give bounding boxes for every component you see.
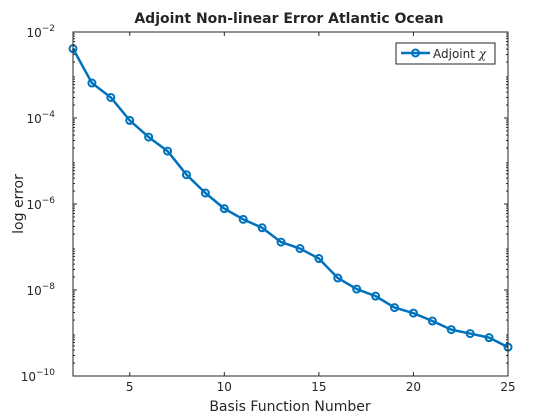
y-tick-label: 10−6 (26, 196, 55, 212)
y-axis: 10−10 10−8 10−6 10−4 10−2 (21, 24, 508, 384)
data-point (314, 254, 324, 264)
y-tick-label: 10−4 (26, 110, 55, 126)
data-point (257, 223, 267, 233)
data-point (181, 170, 191, 180)
data-point (238, 214, 248, 224)
data-point (427, 316, 437, 326)
data-point (295, 244, 305, 254)
data-point (333, 273, 343, 283)
data-point (163, 146, 173, 156)
y-tick-label: 10−2 (26, 24, 55, 40)
x-tick-label: 15 (311, 380, 326, 394)
data-point (144, 132, 154, 142)
x-tick-label: 5 (126, 380, 134, 394)
y-axis-label: log error (11, 174, 27, 234)
data-point (446, 325, 456, 335)
x-tick-label: 20 (406, 380, 421, 394)
data-point (352, 284, 362, 294)
data-point (465, 329, 475, 339)
legend-label-text: Adjoint (433, 47, 479, 61)
legend-label: Adjoint χ (433, 47, 487, 61)
legend-box (395, 42, 496, 65)
data-point (408, 308, 418, 318)
x-tick-label: 10 (217, 380, 232, 394)
legend-marker-swatch (411, 48, 420, 58)
x-tick-label: 25 (500, 380, 515, 394)
chart-title: Adjoint Non-linear Error Atlantic Ocean (134, 11, 443, 27)
x-axis: 5 10 15 20 25 (126, 32, 516, 394)
data-point (106, 92, 116, 102)
data-point (276, 237, 286, 247)
data-point (484, 333, 494, 343)
data-point (125, 115, 135, 125)
x-axis-label: Basis Function Number (209, 399, 371, 415)
data-point (200, 188, 210, 198)
data-point (390, 303, 400, 313)
y-tick-label: 10−10 (21, 368, 56, 384)
y-tick-label: 10−8 (26, 282, 55, 298)
data-point (87, 78, 97, 88)
data-point (371, 291, 381, 301)
data-point (219, 204, 229, 214)
legend-label-symbol: χ (478, 47, 487, 61)
legend: Adjoint χ (395, 42, 496, 65)
